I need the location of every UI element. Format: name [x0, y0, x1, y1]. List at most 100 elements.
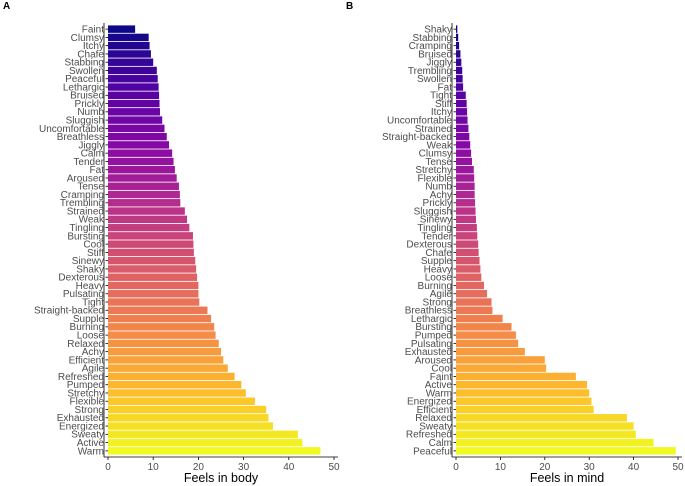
category-label: Prickly [423, 198, 452, 209]
category-label: Supple [421, 256, 453, 267]
bar-agile [456, 290, 488, 298]
bar-weak [456, 141, 471, 149]
bar-strong [456, 298, 492, 306]
category-label: Tense [425, 157, 452, 168]
category-label: Chafe [77, 49, 104, 60]
x-tick-label: 10 [495, 462, 507, 473]
category-label: Agile [82, 364, 105, 375]
category-label: Clumsy [419, 149, 452, 160]
category-label: Tight [430, 91, 452, 102]
category-label: Cramping [409, 41, 452, 52]
category-label: Agile [430, 289, 453, 300]
category-label: Aroused [67, 173, 104, 184]
x-tick-label: 30 [238, 462, 250, 473]
bar-itchy [456, 108, 468, 116]
bar-calm [456, 438, 654, 447]
category-label: Sweaty [71, 430, 104, 441]
category-label: Bruised [70, 91, 104, 102]
category-label: Energized [407, 397, 452, 408]
bar-achy [108, 347, 221, 356]
category-label: Uncomfortable [387, 116, 452, 127]
bar-itchy [108, 41, 150, 50]
bar-active [456, 380, 587, 389]
category-label: Flexible [70, 397, 105, 408]
x-tick-label: 50 [672, 462, 684, 473]
category-label: Sluggish [66, 116, 104, 127]
bar-strained [456, 124, 469, 133]
x-tick-label: 0 [453, 462, 459, 473]
category-label: Lethargic [411, 314, 452, 325]
bar-tender [108, 157, 174, 166]
bar-bursting [108, 232, 193, 240]
bar-stretchy [108, 389, 246, 397]
category-label: Strong [75, 405, 104, 416]
bar-stabbing [108, 58, 154, 66]
category-label: Stiff [87, 248, 104, 259]
bar-cool [108, 240, 194, 248]
bar-loose [456, 273, 482, 281]
category-label: Bursting [415, 322, 452, 333]
category-label: Bursting [67, 231, 104, 242]
category-label: Strained [415, 124, 452, 135]
category-label: Weak [79, 215, 105, 226]
bar-fat [108, 165, 175, 174]
bar-burning [108, 323, 215, 331]
category-label: Loose [77, 331, 105, 342]
category-label: Active [77, 438, 105, 449]
category-label: Sweaty [419, 421, 452, 432]
bar-strong [108, 405, 267, 414]
category-label: Loose [425, 273, 453, 284]
x-tick-label: 10 [148, 462, 160, 473]
category-label: Fat [90, 165, 105, 176]
panel-letter: A [3, 1, 10, 12]
category-label: Pulsating [63, 289, 104, 300]
bar-pulsating [108, 290, 199, 298]
bar-heavy [108, 281, 199, 290]
bar-peaceful [108, 75, 158, 83]
bar-faint [108, 25, 136, 33]
category-label: Numb [77, 107, 104, 118]
bar-weak [108, 215, 188, 224]
bar-chafe [108, 50, 151, 58]
category-label: Tingling [417, 223, 452, 234]
category-label: Achy [82, 347, 104, 358]
bar-swollen [108, 66, 157, 75]
bar-pulsating [456, 339, 519, 348]
category-label: Cool [431, 364, 452, 375]
category-label: Heavy [424, 264, 452, 275]
bar-supple [108, 314, 212, 323]
bar-energized [108, 422, 273, 430]
bar-strained [108, 207, 185, 215]
bar-dexterous [108, 273, 198, 281]
bar-warm [456, 389, 590, 397]
category-label: Warm [78, 446, 104, 457]
bar-tight [108, 298, 200, 306]
x-tick-label: 40 [283, 462, 295, 473]
bar-numb [108, 108, 160, 116]
category-label: Supple [73, 314, 105, 325]
bar-supple [456, 256, 480, 265]
panel-a: A FaintClumsyItchyChafeStabbingSwollenPea… [3, 1, 340, 485]
category-label: Numb [425, 182, 452, 193]
bar-prickly [456, 199, 476, 207]
x-tick-label: 40 [628, 462, 640, 473]
bar-swollen [456, 75, 463, 83]
bar-stretchy [456, 165, 474, 174]
category-label: Chafe [425, 248, 452, 259]
bar-clumsy [456, 149, 472, 157]
bar-chafe [456, 248, 479, 257]
category-label: Jiggly [426, 58, 452, 69]
bar-shaky [108, 265, 197, 273]
category-label: Prickly [75, 99, 104, 110]
category-label: Flexible [418, 173, 453, 184]
category-label: Warm [426, 388, 452, 399]
bar-efficient [108, 356, 224, 364]
category-label: Tense [77, 182, 104, 193]
x-tick-label: 20 [193, 462, 205, 473]
bar-achy [456, 190, 475, 199]
bar-cramping [108, 190, 180, 199]
bar-sweaty [108, 430, 298, 439]
category-label: Pumped [415, 331, 452, 342]
category-label: Peaceful [413, 446, 452, 457]
